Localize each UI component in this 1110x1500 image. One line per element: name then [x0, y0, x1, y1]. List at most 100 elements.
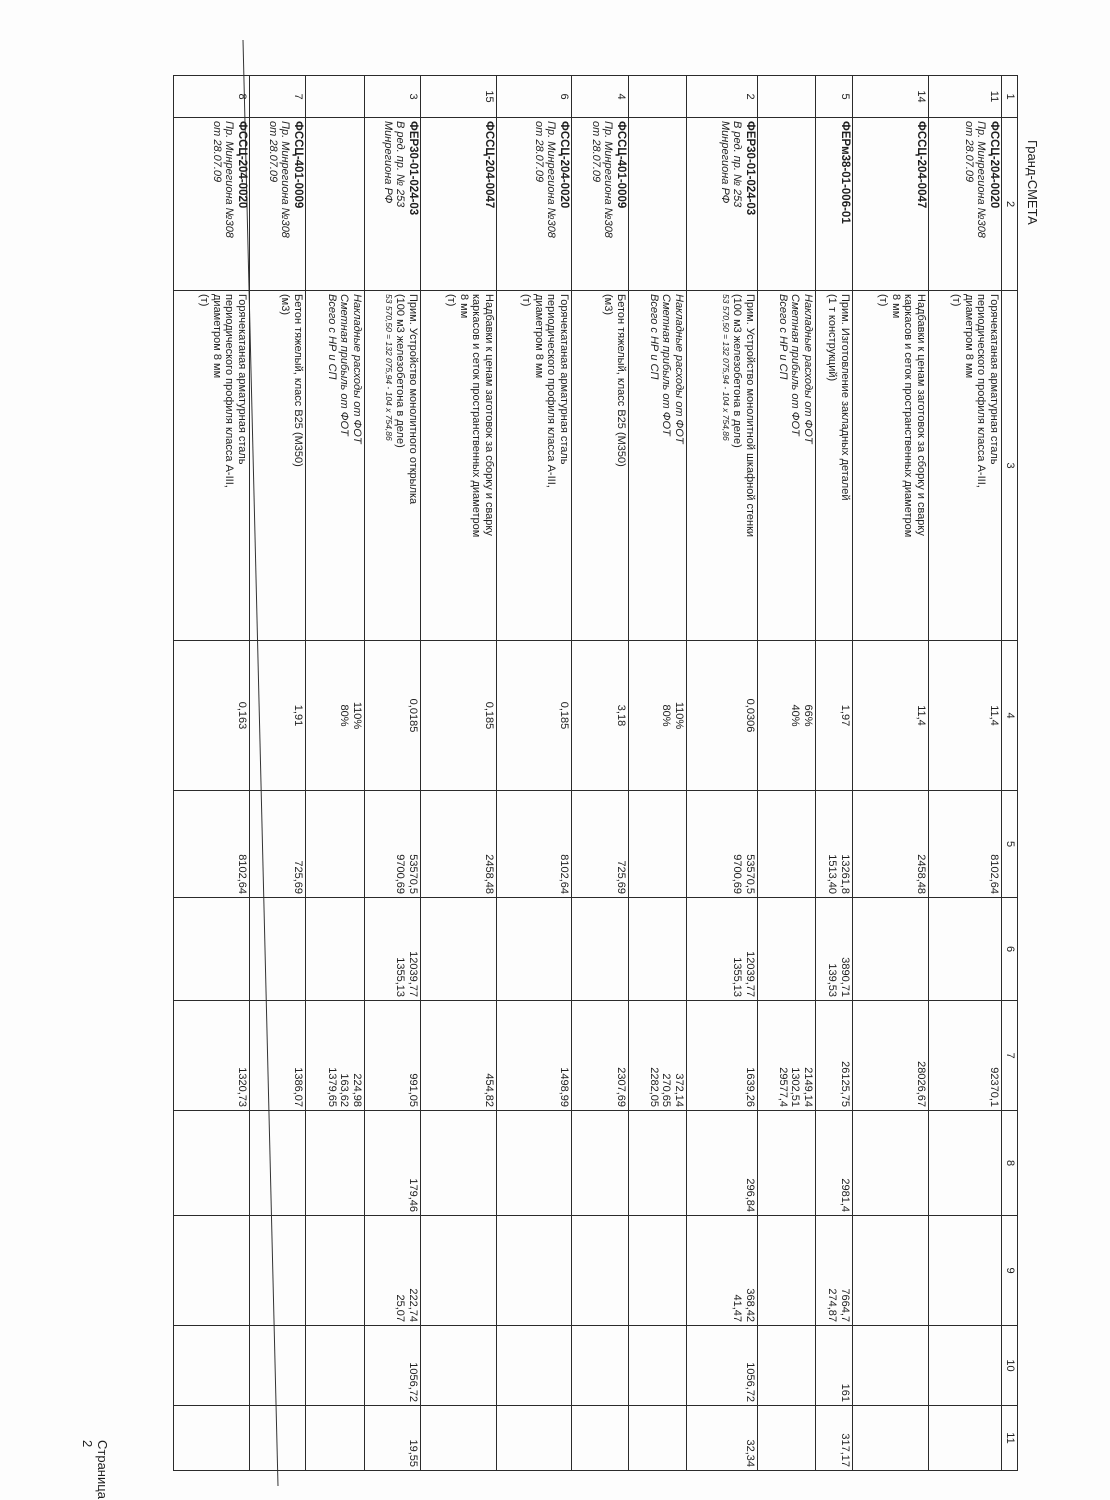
column-number-10: 10: [1001, 1325, 1018, 1406]
description-cell: Бетон тяжелый, класс В25 (М350) (м3): [249, 290, 306, 641]
value-cell-7: 2149,14 1302,51 29577,4: [757, 1000, 816, 1111]
value-cell-10: [173, 1325, 250, 1406]
cell-line: 222,74: [407, 1288, 419, 1322]
cell-line: 317,17: [839, 1433, 851, 1467]
rate-code-cell: ФССЦ-204-0020 Пр. Минрегиона №308 от 28.07…: [928, 117, 1002, 291]
table-row: Накладные расходы от ФОТ Сметная прибыль …: [757, 75, 816, 1471]
cell-line: 161: [839, 1383, 851, 1402]
cell-line: 41,47: [731, 1294, 744, 1322]
description-cell: Горячекатаная арматурная сталь периодичес…: [173, 290, 250, 641]
cell-line: 1513,40: [826, 854, 839, 894]
rate-code-cell: ФССЦ-204-0047: [852, 117, 929, 291]
column-number-3: 3: [1001, 290, 1018, 641]
value-cell-7: 92370,1: [928, 1000, 1002, 1111]
value-cell-9: [420, 1215, 497, 1326]
item-number: 15: [483, 90, 495, 103]
quantity-cell: 110% 80%: [628, 640, 687, 791]
value-cell-11: [496, 1405, 572, 1471]
cell-line: Накладные расходы от ФОТ: [351, 294, 363, 444]
cell-line: диаметром 8 мм: [211, 294, 223, 379]
value-cell-10: [571, 1325, 629, 1406]
rate-code: ФССЦ-204-0047: [483, 121, 495, 209]
cell-line: Сметная прибыль от ФОТ: [338, 294, 351, 436]
table-row: 3 ФЕР30-01-024-03 В ред. пр. № 253 Минрегио…: [364, 75, 421, 1471]
cell-line: 991,05: [407, 1073, 419, 1107]
table-row: Накладные расходы от ФОТ Сметная прибыль …: [628, 75, 687, 1471]
value-cell-6: 12039,77 1355,13: [686, 897, 758, 1001]
cell-line: Бетон тяжелый, класс В25 (М350): [292, 294, 304, 467]
value-cell-6: [852, 897, 929, 1001]
table-row: 4 ФССЦ-401-0009 Пр. Минрегиона №308 от 28.0…: [571, 75, 629, 1471]
cell-line: 274,87: [826, 1288, 839, 1322]
cell-line: 725,69: [615, 860, 627, 894]
value-cell-7: 224,98 163,62 1379,65: [305, 1000, 365, 1111]
cell-line: 8102,64: [558, 854, 570, 894]
column-number-2: 2: [1001, 117, 1018, 291]
cell-line: каркасов и сеток пространственных диамет…: [470, 294, 483, 538]
value-cell-8: [496, 1110, 572, 1216]
value-cell-9: [173, 1215, 250, 1326]
quantity-cell: 110% 80%: [305, 640, 365, 791]
cell-line: периодического профиля класса А-III,: [545, 294, 558, 488]
cell-line: 11,4: [915, 705, 927, 726]
cell-line: 29577,4: [777, 1067, 789, 1107]
value-cell-9: [757, 1215, 816, 1326]
value-cell-6: 12039,77 1355,13: [364, 897, 421, 1001]
quantity-cell: 0,185: [420, 640, 497, 791]
value-cell-11: [757, 1405, 816, 1471]
cell-line: 9700,69: [394, 854, 407, 894]
cell-line: 110%: [673, 701, 685, 730]
cell-line: Пр. Минрегиона №308: [545, 121, 558, 238]
description-cell: Горячекатаная арматурная сталь периодичес…: [928, 290, 1002, 641]
value-cell-11: [305, 1405, 365, 1471]
value-cell-10: [249, 1325, 306, 1406]
cell-line: 1320,73: [236, 1067, 248, 1107]
cell-line: Сметная прибыль от ФОТ: [660, 294, 673, 436]
cell-line: 0,185: [483, 701, 495, 730]
quantity-cell: 66% 40%: [757, 640, 816, 791]
table-row: 2 ФЕР30-01-024-03 В ред. пр. № 253 Минрегио…: [686, 75, 758, 1471]
value-cell-9: [496, 1215, 572, 1326]
cell-line: (т): [520, 294, 533, 307]
cell-line: 11,4: [988, 705, 1000, 726]
value-cell-11: [928, 1405, 1002, 1471]
cell-line: 454,82: [483, 1073, 495, 1107]
cell-line: Сметная прибыль от ФОТ: [789, 294, 802, 436]
cell-line: Пр. Минрегиона №308: [975, 121, 988, 238]
cell-line: 53570,5: [407, 854, 419, 894]
cell-line: периодического профиля класса А-III,: [223, 294, 236, 488]
value-cell-9: [305, 1215, 365, 1326]
cell-line: 53 570,50 = 132 075,94 - 104 x 754,86: [721, 294, 731, 441]
cell-line: 80%: [660, 704, 673, 727]
value-cell-10: [852, 1325, 929, 1406]
quantity-cell: 3,18: [571, 640, 629, 791]
item-number-cell: 5: [815, 75, 853, 118]
value-cell-11: [852, 1405, 929, 1471]
value-cell-11: [571, 1405, 629, 1471]
rate-code-cell: ФССЦ-204-0020 Пр. Минрегиона №308 от 28.07…: [173, 117, 250, 291]
quantity-cell: 1,97: [815, 640, 853, 791]
cell-line: 66%: [802, 704, 814, 727]
rate-code-cell: [628, 117, 687, 291]
rate-code: ФССЦ-401-0009: [615, 121, 627, 209]
value-cell-9: [928, 1215, 1002, 1326]
cell-line: 110%: [351, 701, 363, 730]
column-number-6: 6: [1001, 897, 1018, 1001]
cell-line: 92370,1: [988, 1067, 1000, 1107]
rate-code: ФССЦ-204-0020: [988, 121, 1000, 209]
table-row: 6 ФССЦ-204-0020 Пр. Минрегиона №308 от 28.0…: [496, 75, 572, 1471]
description-cell: Надбавки к ценам заготовок за сборку и с…: [420, 290, 497, 641]
item-number-cell: 11: [928, 75, 1002, 118]
cell-line: (1 т конструкций): [826, 294, 839, 382]
value-cell-8: [628, 1110, 687, 1216]
cell-line: Пр. Минрегиона №308: [223, 121, 236, 238]
description-cell: Прим. Изготовление закладных деталей (1 т…: [815, 290, 853, 641]
cell-line: 296,84: [744, 1178, 756, 1212]
cell-line: 1,97: [839, 704, 851, 727]
value-cell-5: 725,69: [571, 790, 629, 898]
description-cell: Надбавки к ценам заготовок за сборку и с…: [852, 290, 929, 641]
value-cell-8: [420, 1110, 497, 1216]
value-cell-5: [757, 790, 816, 898]
value-cell-9: 7664,7 274,87: [815, 1215, 853, 1326]
cell-line: (т): [950, 294, 963, 307]
